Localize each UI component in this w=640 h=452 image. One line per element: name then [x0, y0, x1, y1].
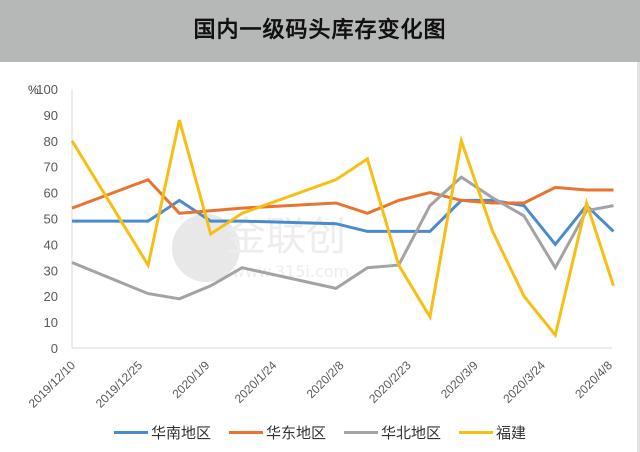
title-bar: 国内一级码头库存变化图 [0, 0, 640, 62]
frame-edge [637, 62, 640, 452]
legend-item-east: 华东地区 [228, 422, 326, 443]
series-line [71, 177, 614, 215]
y-tick-label: 90 [44, 108, 58, 123]
legend-item-north: 华北地区 [344, 422, 441, 443]
x-tick-label: 2020/1/24 [232, 358, 280, 406]
y-tick-label: 10 [44, 315, 58, 330]
legend-swatch-icon [113, 431, 148, 434]
legend-swatch-icon [344, 431, 378, 434]
x-tick-label: 2020/3/24 [500, 358, 548, 406]
y-tick-label: 60 [44, 186, 58, 201]
legend-swatch-icon [459, 431, 494, 434]
axes: 0 10 20 30 40 50 60 70 80 90 100% [28, 82, 612, 356]
line-chart: 金联创 www.315i.com 0102030405060708090100%… [26, 82, 616, 411]
x-tick-label: 2020/1/9 [169, 358, 212, 401]
watermark-url: www.315i.com [232, 262, 349, 281]
y-tick-label: 100 [36, 82, 58, 97]
y-tick-label: 20 [44, 289, 58, 304]
legend-item-fujian: 福建 [459, 422, 526, 443]
x-tick-label: 2019/12/25 [93, 358, 146, 411]
chart-title: 国内一级码头库存变化图 [193, 18, 447, 43]
x-axis-labels: 2019/12/10 2019/12/25 2020/1/9 2020/1/24 202… [26, 358, 616, 411]
legend-item-south: 华南地区 [113, 422, 211, 443]
x-tick-label: 2019/12/10 [26, 358, 79, 411]
watermark-logo-icon [172, 214, 240, 282]
y-tick-label: 30 [44, 263, 58, 278]
y-tick-label: 0 [51, 341, 58, 356]
legend-swatch-icon [228, 431, 263, 434]
y-tick-label: 40 [44, 237, 58, 252]
series-lines [70, 119, 615, 339]
series-line [72, 198, 615, 247]
y-tick-label: 70 [44, 160, 58, 175]
x-tick-label: 2020/4/8 [572, 358, 615, 401]
legend: 华南地区 华东地区 华北地区 福建 [0, 422, 640, 443]
legend-label: 福建 [496, 424, 527, 442]
y-unit-label: % [28, 83, 39, 97]
x-tick-label: 2020/2/8 [304, 358, 347, 401]
x-tick-label: 2020/3/9 [438, 358, 481, 401]
legend-label: 华东地区 [265, 424, 326, 442]
y-tick-label: 80 [44, 134, 58, 149]
series-line [70, 119, 615, 339]
legend-label: 华北地区 [381, 424, 442, 442]
legend-label: 华南地区 [150, 424, 211, 442]
x-tick-label: 2020/2/23 [366, 358, 414, 406]
y-tick-label: 50 [44, 212, 58, 227]
